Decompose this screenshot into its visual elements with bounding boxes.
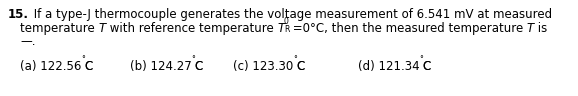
Text: C: C [423, 60, 431, 73]
Text: (a) 122.56: (a) 122.56 [20, 60, 81, 73]
Text: 15.: 15. [8, 8, 29, 21]
Text: —.: —. [20, 35, 35, 48]
Text: 0: 0 [283, 17, 288, 26]
Text: is: is [533, 22, 547, 35]
Text: (d) 121.34: (d) 121.34 [358, 60, 420, 73]
Text: °: ° [293, 55, 297, 64]
Text: If a type-J thermocouple generates the voltage measurement of 6.541 mV at measur: If a type-J thermocouple generates the v… [30, 8, 552, 21]
Text: =0°C, then the measured temperature: =0°C, then the measured temperature [288, 22, 527, 35]
Text: C: C [195, 60, 203, 73]
Text: C: C [423, 60, 431, 73]
Text: with reference temperature: with reference temperature [106, 22, 277, 35]
Text: °: ° [420, 55, 424, 64]
Text: C: C [84, 60, 92, 73]
Text: C: C [84, 60, 92, 73]
Text: C: C [297, 60, 305, 73]
Text: R: R [284, 25, 290, 34]
Text: T: T [277, 22, 284, 35]
Text: T: T [98, 22, 106, 35]
Text: (b) 124.27: (b) 124.27 [130, 60, 192, 73]
Text: °: ° [81, 55, 85, 64]
Text: T: T [527, 22, 533, 35]
Text: temperature: temperature [20, 22, 98, 35]
Text: °: ° [192, 55, 195, 64]
Text: C: C [195, 60, 203, 73]
Text: (c) 123.30: (c) 123.30 [233, 60, 293, 73]
Text: C: C [297, 60, 305, 73]
